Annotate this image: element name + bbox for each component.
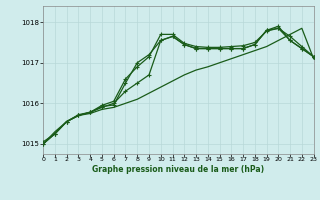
X-axis label: Graphe pression niveau de la mer (hPa): Graphe pression niveau de la mer (hPa) xyxy=(92,165,264,174)
